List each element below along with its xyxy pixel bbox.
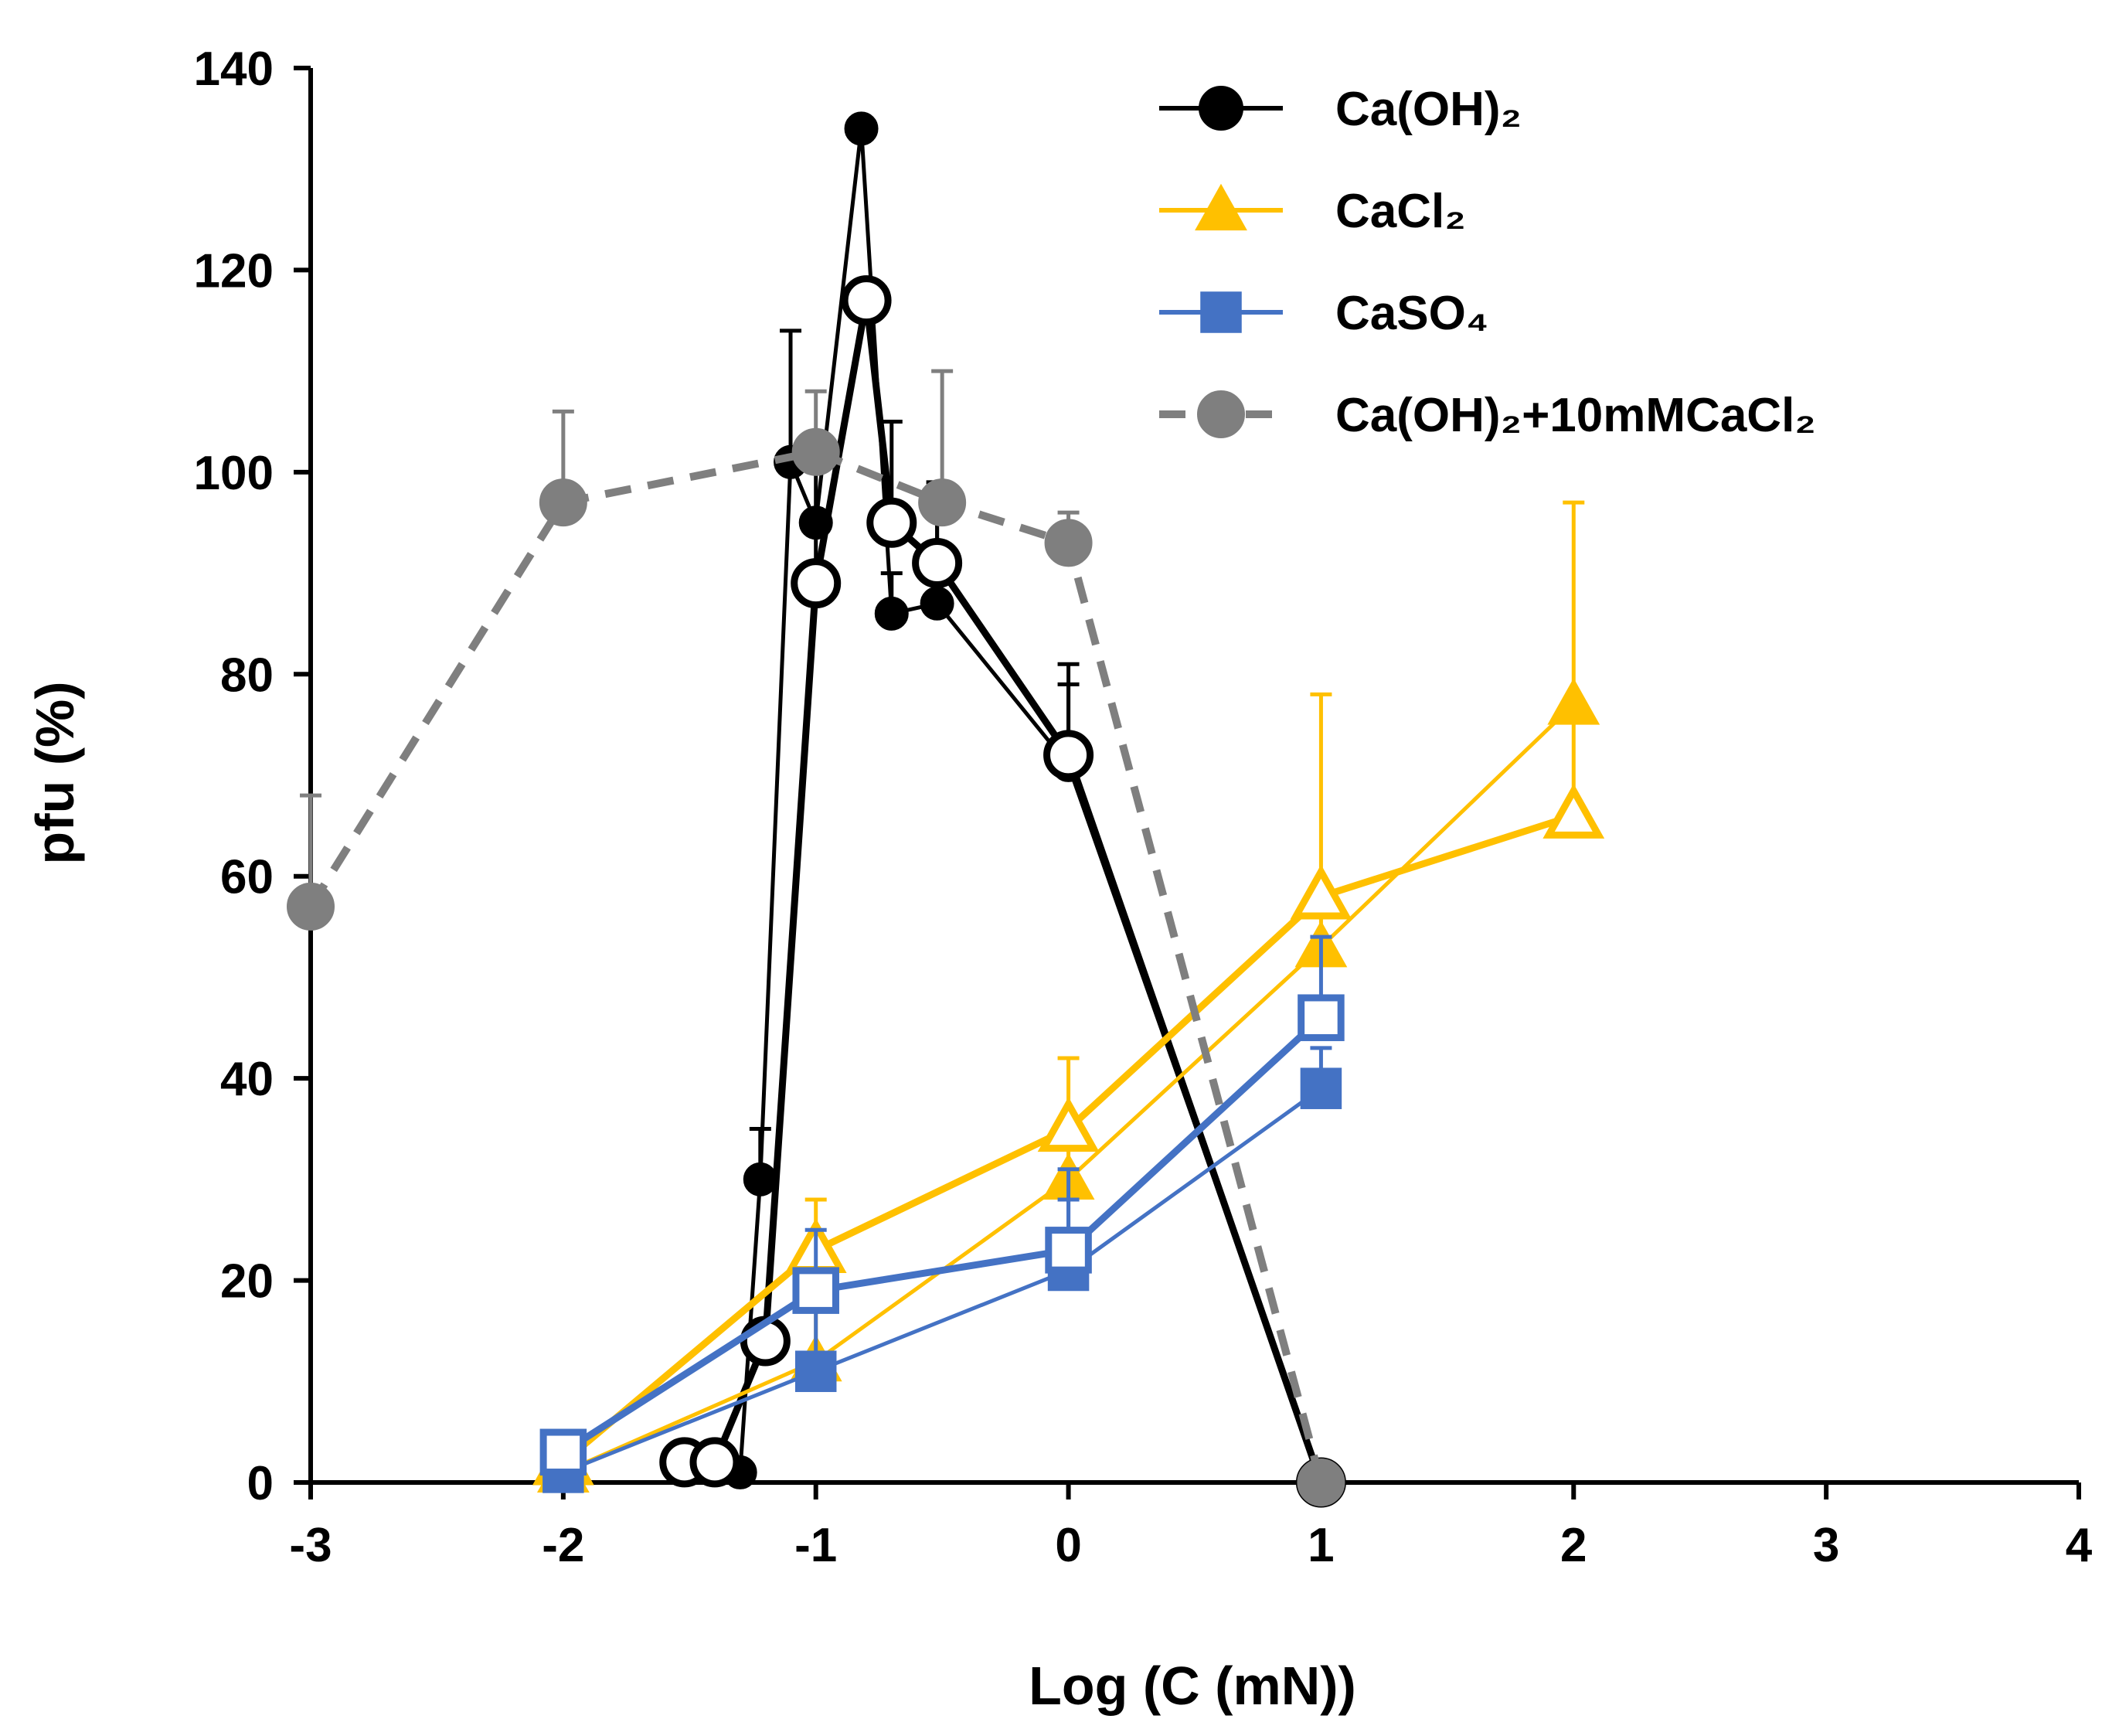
data-point <box>743 1162 777 1196</box>
legend-label: Ca(OH)₂+10mMCaCl₂ <box>1335 389 1816 442</box>
data-point <box>791 558 842 609</box>
x-tick-label: -2 <box>542 1519 584 1572</box>
x-tick-label: -1 <box>794 1519 837 1572</box>
data-point <box>866 497 917 548</box>
data-point <box>920 586 954 621</box>
legend-marker <box>1197 390 1245 438</box>
data-point <box>918 478 967 527</box>
legend-item-caso4-filled: CaSO₄ <box>1159 287 1488 340</box>
x-tick-label: 2 <box>1560 1519 1587 1572</box>
legend: Ca(OH)₂ CaCl₂ CaSO₄ Ca(OH)₂+10mMCaCl₂ <box>1159 83 1816 442</box>
x-tick-label: 1 <box>1308 1519 1334 1572</box>
series-line-caso4-filled <box>562 1087 1322 1475</box>
y-tick-label: 20 <box>220 1255 274 1309</box>
data-point <box>1542 783 1605 839</box>
legend-item-caoh2-cacl2: Ca(OH)₂+10mMCaCl₂ <box>1159 389 1816 442</box>
x-tick-label: 0 <box>1055 1519 1081 1572</box>
data-point <box>841 275 892 326</box>
series-line-caoh2-open <box>684 297 1325 1484</box>
legend-label: Ca(OH)₂ <box>1335 83 1522 136</box>
x-tick-label: 3 <box>1813 1519 1839 1572</box>
y-tick-label: 80 <box>220 648 274 702</box>
data-point <box>912 538 963 588</box>
data-point <box>1298 994 1345 1041</box>
y-tick-label: 40 <box>220 1053 274 1106</box>
legend-marker <box>1200 291 1242 333</box>
data-point <box>539 478 587 527</box>
legend-marker <box>1195 183 1247 231</box>
data-point <box>287 882 335 931</box>
series-line-caoh2-cacl2 <box>307 448 1325 1484</box>
legend-item-caoh2-filled: Ca(OH)₂ <box>1159 83 1522 136</box>
data-point <box>1043 730 1094 781</box>
series-caso4-open <box>539 934 1345 1476</box>
data-point <box>1044 519 1093 567</box>
data-point <box>1037 1097 1100 1152</box>
data-point <box>1290 864 1352 920</box>
series-cacl2-filled <box>536 500 1600 1493</box>
data-point <box>844 111 879 146</box>
legend-marker <box>1199 86 1243 131</box>
data-point <box>791 427 840 476</box>
y-axis-title: pfu (%) <box>25 681 85 864</box>
y-tick-label: 60 <box>220 851 274 904</box>
data-point <box>1297 1459 1345 1506</box>
series-caso4-filled <box>543 1046 1342 1493</box>
data-point <box>792 1267 839 1314</box>
legend-label: CaCl₂ <box>1335 185 1466 238</box>
data-point <box>1300 1067 1342 1109</box>
y-tick-label: 140 <box>194 43 274 96</box>
legend-item-cacl2-filled: CaCl₂ <box>1159 183 1466 238</box>
data-point <box>539 1428 587 1476</box>
data-point <box>794 1350 837 1392</box>
data-point <box>689 1437 740 1488</box>
x-tick-label: -3 <box>289 1519 332 1572</box>
y-tick-label: 100 <box>194 447 274 500</box>
series-layer <box>287 111 1605 1508</box>
series-caoh2-cacl2 <box>287 369 1345 1506</box>
x-axis-title: Log (C (mN)) <box>1029 1656 1356 1716</box>
legend-label: CaSO₄ <box>1335 287 1488 340</box>
x-tick-label: 4 <box>2066 1519 2093 1572</box>
data-point <box>1045 1227 1092 1274</box>
series-line-caso4-open <box>561 1015 1324 1455</box>
y-tick-label: 120 <box>194 244 274 298</box>
y-tick-label: 0 <box>247 1457 274 1510</box>
data-point <box>874 596 909 631</box>
